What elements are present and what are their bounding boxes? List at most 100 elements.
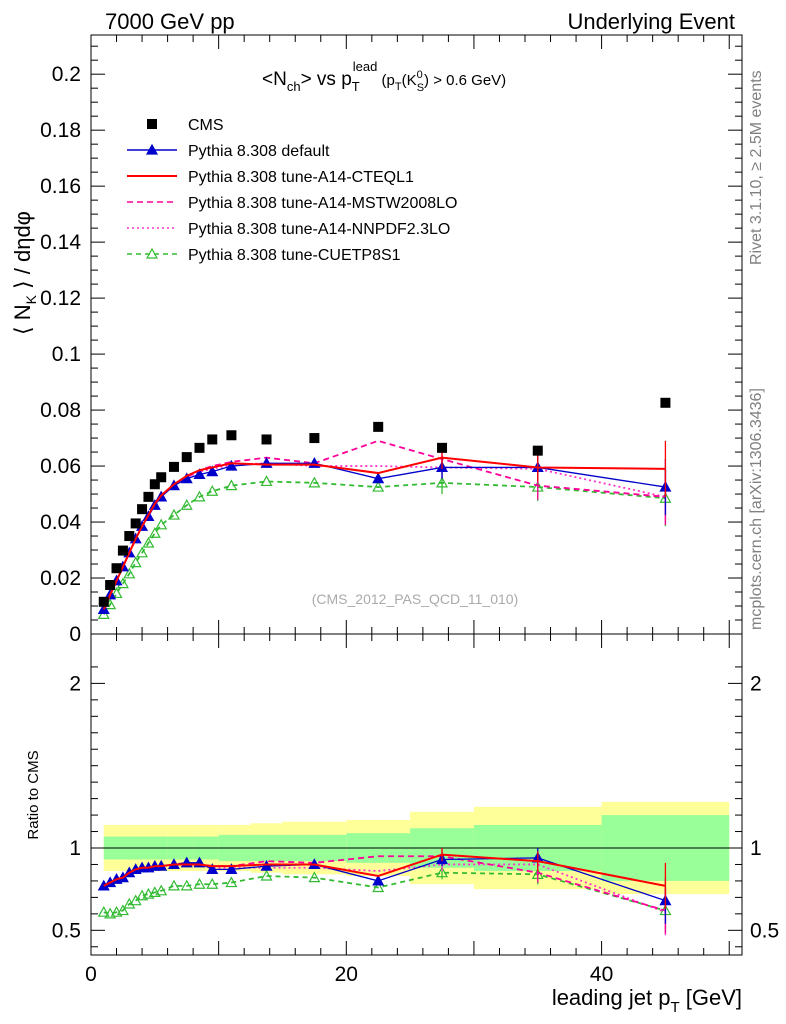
ratio-y-tick-label-right: 1 bbox=[750, 837, 762, 860]
data-point bbox=[123, 567, 136, 579]
y-tick-label: 0.2 bbox=[52, 63, 81, 86]
y-tick-label: 0.02 bbox=[40, 567, 81, 590]
data-point bbox=[532, 445, 543, 456]
ratio-point bbox=[436, 866, 449, 878]
data-point bbox=[207, 434, 218, 445]
data-point bbox=[143, 491, 154, 502]
y-tick-label: 0.04 bbox=[40, 511, 81, 534]
ratio-point bbox=[97, 905, 110, 917]
data-point bbox=[372, 480, 385, 492]
series-line bbox=[102, 439, 666, 610]
ratio-point bbox=[372, 874, 385, 886]
data-point bbox=[660, 397, 671, 408]
y-tick-label: 0.18 bbox=[40, 119, 81, 142]
ratio-point bbox=[260, 869, 273, 881]
legend-marker bbox=[145, 143, 159, 155]
ratio-y-tick-label-right: 2 bbox=[750, 672, 762, 695]
data-point bbox=[193, 490, 206, 502]
legend-label: Pythia 8.308 tune-A14-MSTW2008LO bbox=[188, 195, 457, 212]
analysis-label: Underlying Event bbox=[567, 9, 735, 34]
data-point bbox=[437, 442, 448, 453]
data-point bbox=[110, 587, 123, 599]
data-point bbox=[194, 442, 205, 453]
series-line bbox=[103, 480, 666, 615]
series-line bbox=[102, 462, 666, 610]
data-point bbox=[308, 476, 321, 488]
ratio-point bbox=[260, 859, 273, 871]
ratio-plot-frame bbox=[90, 633, 743, 956]
series-line bbox=[103, 462, 666, 610]
data-point bbox=[225, 479, 238, 491]
ratio-point bbox=[180, 879, 193, 891]
x-tick-label: 0 bbox=[85, 963, 97, 986]
data-point bbox=[130, 518, 141, 529]
data-point bbox=[167, 508, 180, 520]
data-point bbox=[117, 545, 128, 556]
ratio-point bbox=[308, 871, 321, 883]
ratio-point bbox=[116, 904, 129, 916]
data-point bbox=[193, 468, 206, 480]
data-point bbox=[372, 472, 385, 484]
data-point bbox=[206, 465, 219, 477]
ratio-y-tick-label-right: 0.5 bbox=[750, 919, 779, 942]
data-point bbox=[436, 476, 449, 488]
analysis-id-watermark: (CMS_2012_PAS_QCD_11_010) bbox=[312, 591, 519, 607]
legend-label: Pythia 8.308 default bbox=[188, 143, 330, 160]
mcplots-label: mcplots.cern.ch [arXiv:1306.3436] bbox=[748, 388, 765, 630]
data-point bbox=[155, 518, 168, 530]
ratio-point bbox=[206, 863, 219, 875]
ratio-point bbox=[372, 881, 385, 893]
data-point bbox=[260, 475, 273, 487]
data-point bbox=[226, 430, 237, 441]
data-point bbox=[309, 433, 320, 444]
ratio-y-tick-label: 1 bbox=[69, 837, 81, 860]
ratio-y-tick-label: 0.5 bbox=[52, 919, 81, 942]
data-point bbox=[261, 434, 272, 445]
legend-label: Pythia 8.308 tune-A14-NNPDF2.3LO bbox=[188, 221, 450, 238]
y-tick-label: 0.1 bbox=[52, 343, 81, 366]
ratio-series-line bbox=[103, 853, 666, 887]
y-tick-label: 0.08 bbox=[40, 399, 81, 422]
y-tick-label: 0.12 bbox=[40, 287, 81, 310]
legend-label: Pythia 8.308 tune-CUETP8S1 bbox=[188, 247, 401, 264]
data-point bbox=[225, 459, 238, 471]
ratio-point bbox=[225, 876, 238, 888]
legend-label: CMS bbox=[188, 117, 224, 134]
ratio-point bbox=[193, 877, 206, 889]
ratio-point bbox=[206, 877, 219, 889]
x-tick-label: 40 bbox=[590, 963, 613, 986]
data-point bbox=[373, 421, 384, 432]
series-line bbox=[102, 456, 666, 610]
data-point bbox=[137, 504, 148, 515]
ratio-point bbox=[225, 863, 238, 875]
legend-marker bbox=[145, 247, 159, 259]
data-point bbox=[148, 526, 161, 538]
ratio-point bbox=[155, 884, 168, 896]
data-point bbox=[111, 563, 122, 574]
rivet-label: Rivet 3.1.10, ≥ 2.5M events bbox=[748, 70, 765, 265]
data-point bbox=[180, 499, 193, 510]
collision-label: 7000 GeV pp bbox=[105, 9, 235, 34]
y-axis-label: ⟨ NK ⟩ / dηdφ bbox=[10, 211, 39, 335]
x-axis-label: leading jet pT [GeV] bbox=[552, 985, 742, 1016]
ratio-axis-label: Ratio to CMS bbox=[25, 750, 42, 839]
plot-title: <Nch> vs pTlead (pT(K0 S) > 0.6 GeV) bbox=[262, 59, 506, 94]
x-tick-label: 20 bbox=[335, 963, 358, 986]
data-point bbox=[156, 472, 167, 483]
y-tick-label: 0 bbox=[69, 623, 81, 646]
data-point bbox=[142, 536, 155, 548]
data-point bbox=[98, 596, 109, 607]
ratio-point bbox=[167, 879, 180, 891]
y-tick-label: 0.06 bbox=[40, 455, 81, 478]
legend-label: Pythia 8.308 tune-A14-CTEQL1 bbox=[188, 169, 414, 186]
data-point bbox=[129, 556, 142, 568]
ratio-y-tick-label: 2 bbox=[69, 672, 81, 695]
data-point bbox=[124, 531, 135, 542]
y-tick-label: 0.16 bbox=[40, 175, 81, 198]
data-point bbox=[206, 485, 219, 496]
y-tick-label: 0.14 bbox=[40, 231, 81, 254]
legend-marker bbox=[147, 119, 157, 129]
data-point bbox=[105, 580, 116, 591]
data-point bbox=[181, 452, 192, 463]
